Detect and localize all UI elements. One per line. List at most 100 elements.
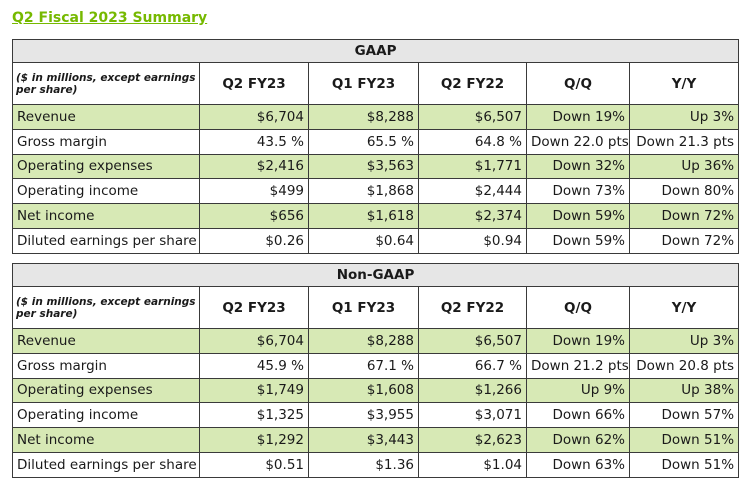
cell: Down 72% [628,227,740,254]
cell: Down 66% [526,402,630,429]
units-note: ($ in millions, except earnings per shar… [12,286,200,329]
column-header: Q2 FY22 [418,62,527,105]
cell: Down 21.3 pts [628,128,740,155]
cell: $1,618 [308,203,419,229]
cell: $8,288 [308,328,419,354]
row-label: Revenue [12,104,200,130]
column-header-row: ($ in millions, except earnings per shar… [12,286,740,329]
cell: $0.51 [199,451,309,478]
cell: 64.8 % [418,128,527,155]
cell: $1.36 [308,451,419,478]
cell: 66.7 % [418,352,527,379]
table-row: Operating expenses $2,416 $3,563 $1,771 … [12,153,740,180]
column-header: Q/Q [526,286,630,329]
row-label: Revenue [12,328,200,354]
cell: 67.1 % [308,352,419,379]
table-row: Net income $656 $1,618 $2,374 Down 59% D… [12,203,740,229]
column-header: Q/Q [526,62,630,105]
cell: $1,749 [199,377,309,404]
cell: $6,704 [199,328,309,354]
cell: Down 51% [628,427,740,453]
cell: $2,374 [418,203,527,229]
cell: $1,292 [199,427,309,453]
cell: Down 22.0 pts [526,128,630,155]
cell: Up 9% [526,377,630,404]
column-header: Q2 FY23 [199,286,309,329]
cell: Down 19% [526,328,630,354]
cell: Down 19% [526,104,630,130]
cell: $3,443 [308,427,419,453]
cell: Down 32% [526,153,630,180]
row-label: Operating income [12,402,200,429]
cell: $3,563 [308,153,419,180]
column-header: Y/Y [628,286,740,329]
cell: $3,071 [418,402,527,429]
cell: Down 20.8 pts [628,352,740,379]
cell: $3,955 [308,402,419,429]
cell: $1.04 [418,451,527,478]
cell: $1,325 [199,402,309,429]
section-header-row: Non-GAAP [11,263,740,287]
cell: 43.5 % [199,128,309,155]
cell: $1,868 [308,178,419,205]
cell: Down 51% [628,451,740,478]
cell: Down 57% [628,402,740,429]
column-header: Q2 FY23 [199,62,309,105]
cell: 65.5 % [308,128,419,155]
cell: $2,416 [199,153,309,180]
cell: Up 3% [628,104,740,130]
cell: Down 21.2 pts [526,352,630,379]
row-label: Gross margin [12,352,200,379]
cell: $1,771 [418,153,527,180]
table-row: Gross margin 43.5 % 65.5 % 64.8 % Down 2… [12,128,740,155]
cell: Down 59% [526,203,630,229]
cell: $0.94 [418,227,527,254]
row-label: Net income [12,203,200,229]
cell: $0.64 [308,227,419,254]
cell: $0.26 [199,227,309,254]
row-label: Diluted earnings per share [12,451,200,478]
cell: $2,623 [418,427,527,453]
table-row: Operating income $499 $1,868 $2,444 Down… [12,178,740,205]
row-label: Diluted earnings per share [12,227,200,254]
cell: $1,608 [308,377,419,404]
table-row: Operating income $1,325 $3,955 $3,071 Do… [12,402,740,429]
column-header-row: ($ in millions, except earnings per shar… [12,62,740,105]
cell: $2,444 [418,178,527,205]
cell: $6,507 [418,328,527,354]
table-row: Diluted earnings per share $0.26 $0.64 $… [12,227,740,254]
cell: Down 73% [526,178,630,205]
row-label: Operating income [12,178,200,205]
cell: Down 80% [628,178,740,205]
units-note: ($ in millions, except earnings per shar… [12,62,200,105]
section-header-row: GAAP [11,39,740,63]
page-title: Q2 Fiscal 2023 Summary [12,10,208,26]
table-row: Operating expenses $1,749 $1,608 $1,266 … [12,377,740,404]
table-row: Diluted earnings per share $0.51 $1.36 $… [12,451,740,478]
cell: $6,704 [199,104,309,130]
table-row: Revenue $6,704 $8,288 $6,507 Down 19% Up… [12,328,740,354]
cell: 45.9 % [199,352,309,379]
table-row: Revenue $6,704 $8,288 $6,507 Down 19% Up… [12,104,740,130]
cell: $656 [199,203,309,229]
section-title: GAAP [11,39,740,63]
cell: Down 72% [628,203,740,229]
gaap-table: GAAP ($ in millions, except earnings per… [11,39,740,254]
cell: Up 36% [628,153,740,180]
cell: Down 62% [526,427,630,453]
column-header: Q1 FY23 [308,286,419,329]
cell: $6,507 [418,104,527,130]
column-header: Q1 FY23 [308,62,419,105]
row-label: Gross margin [12,128,200,155]
column-header: Y/Y [628,62,740,105]
cell: $499 [199,178,309,205]
cell: $1,266 [418,377,527,404]
row-label: Operating expenses [12,153,200,180]
cell: Up 3% [628,328,740,354]
cell: Up 38% [628,377,740,404]
section-title: Non-GAAP [11,263,740,287]
table-row: Net income $1,292 $3,443 $2,623 Down 62%… [12,427,740,453]
row-label: Net income [12,427,200,453]
cell: $8,288 [308,104,419,130]
non-gaap-table: Non-GAAP ($ in millions, except earnings… [11,263,740,478]
